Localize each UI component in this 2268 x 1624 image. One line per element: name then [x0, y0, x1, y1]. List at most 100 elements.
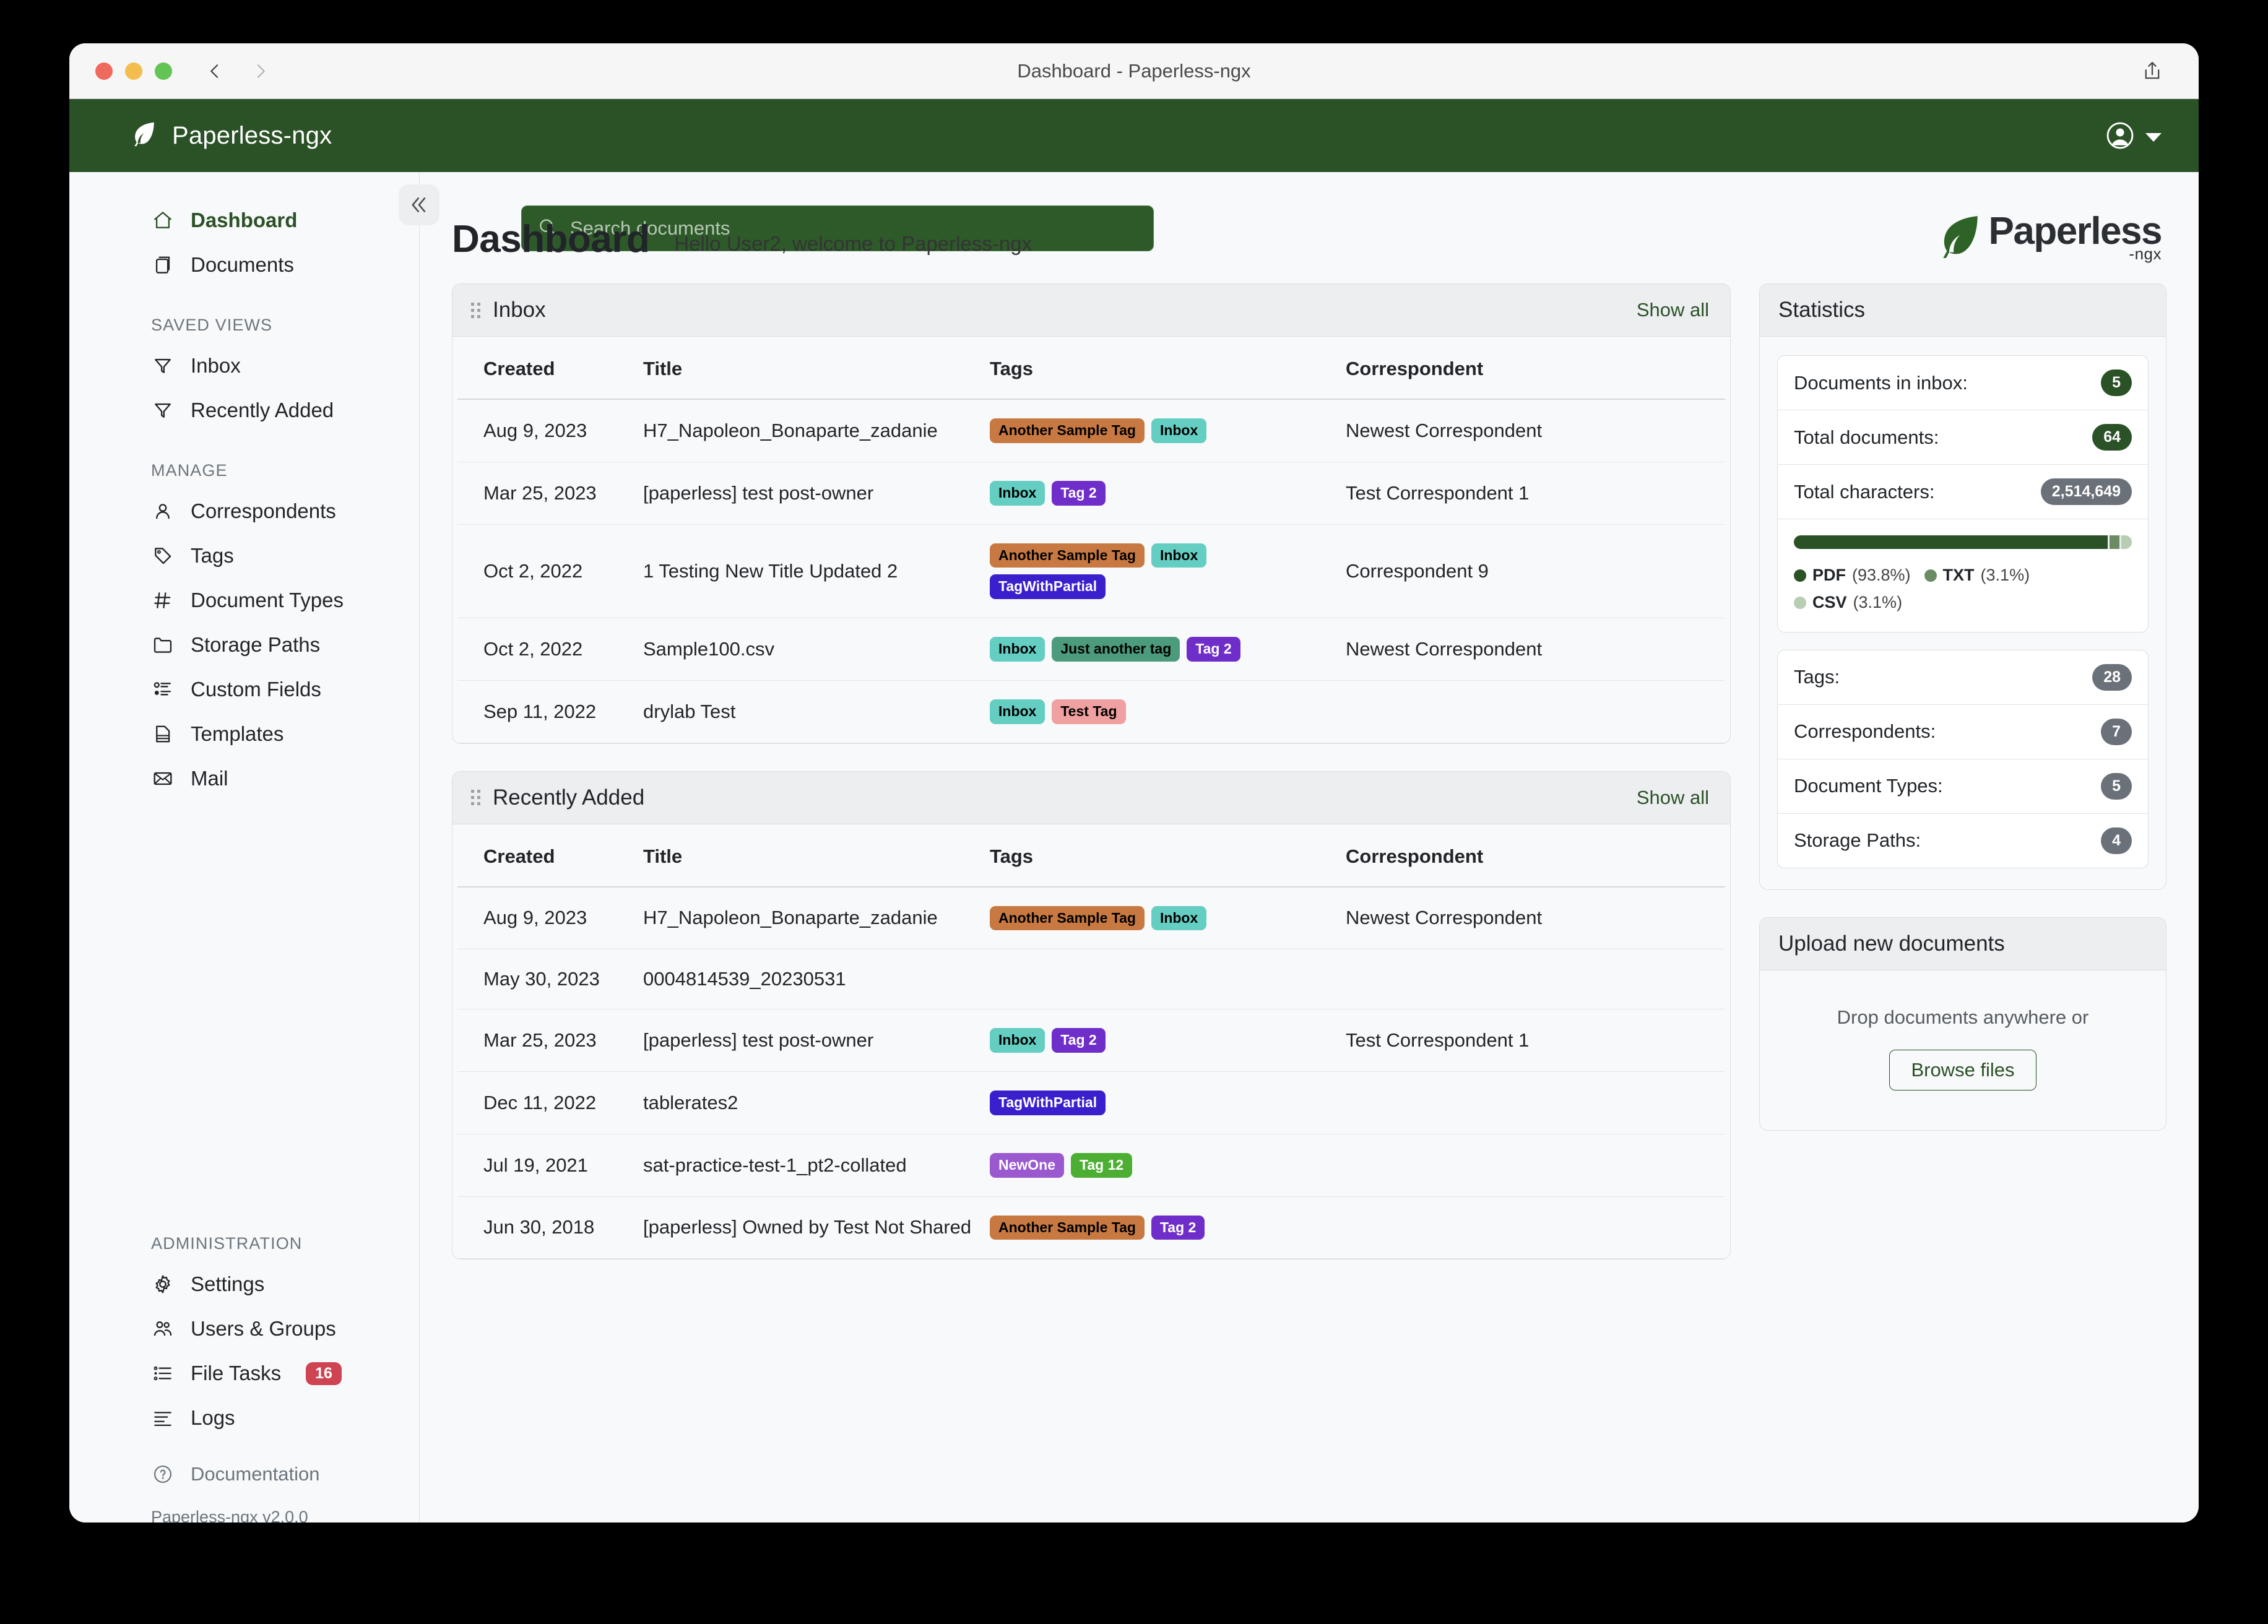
sidebar-collapse-button[interactable] [399, 184, 439, 225]
tag-chip[interactable]: Test Tag [1052, 699, 1126, 724]
tag-chip[interactable]: Inbox [990, 637, 1045, 662]
tag-chip[interactable]: Tag 2 [1052, 1028, 1106, 1053]
stat-value: 28 [2092, 663, 2132, 691]
stat-tags: Tags: 28 [1778, 650, 2148, 705]
cell-tags: Inbox Just another tag Tag 2 [990, 618, 1346, 681]
tag-chip[interactable]: Just another tag [1052, 637, 1180, 662]
search-input[interactable]: Search documents [521, 205, 1154, 251]
recently-added-show-all-link[interactable]: Show all [1636, 786, 1709, 808]
table-row[interactable]: May 30, 2023 0004814539_20230531 [457, 949, 1725, 1010]
sidebar-item-file-tasks[interactable]: File Tasks 16 [69, 1351, 419, 1396]
cell-title[interactable]: H7_Napoleon_Bonaparte_zadanie [643, 886, 990, 950]
cell-title[interactable]: [paperless] test post-owner [643, 462, 990, 525]
brand-label: Paperless-ngx [172, 121, 332, 149]
sidebar-item-logs[interactable]: Logs [69, 1396, 419, 1440]
cell-title[interactable]: sat-practice-test-1_pt2-collated [643, 1134, 990, 1197]
tag-chip[interactable]: Inbox [990, 480, 1045, 506]
table-row[interactable]: Sep 11, 2022 drylab Test Inbox Test Tag [457, 680, 1725, 743]
column-header-created[interactable]: Created [457, 337, 643, 400]
cell-title[interactable]: [paperless] test post-owner [643, 1009, 990, 1072]
account-menu[interactable] [2106, 121, 2162, 153]
upload-dropzone[interactable]: Drop documents anywhere or Browse files [1760, 970, 2166, 1130]
tag-chip[interactable]: Inbox [1151, 418, 1207, 443]
sidebar-item-mail[interactable]: Mail [69, 756, 419, 801]
cell-title[interactable]: [paperless] Owned by Test Not Shared [643, 1196, 990, 1259]
table-row[interactable]: Oct 2, 2022 1 Testing New Title Updated 2… [457, 524, 1725, 618]
table-row[interactable]: Jun 30, 2018 [paperless] Owned by Test No… [457, 1196, 1725, 1259]
tag-chip[interactable]: Another Sample Tag [990, 1215, 1145, 1240]
minimize-window-button[interactable] [125, 62, 142, 80]
filter-icon [151, 354, 175, 378]
tag-chip[interactable]: Another Sample Tag [990, 543, 1145, 568]
tag-chip[interactable]: NewOne [990, 1152, 1065, 1178]
tag-chip[interactable]: Another Sample Tag [990, 905, 1145, 931]
inbox-show-all-link[interactable]: Show all [1636, 299, 1709, 321]
sidebar-item-templates[interactable]: Templates [69, 712, 419, 756]
sidebar-item-label: Documentation [191, 1463, 320, 1485]
recently-added-widget-header: Recently Added Show all [452, 771, 1730, 824]
logo-suffix: -ngx [2129, 244, 2162, 264]
sidebar-item-documents[interactable]: Documents [69, 243, 419, 287]
tag-chip[interactable]: Tag 2 [1151, 1215, 1205, 1240]
sidebar-item-documentation[interactable]: Documentation [69, 1440, 419, 1497]
table-row[interactable]: Aug 9, 2023 H7_Napoleon_Bonaparte_zadanie… [457, 399, 1725, 462]
drag-handle-icon[interactable] [471, 790, 480, 805]
cell-title[interactable]: drylab Test [643, 680, 990, 743]
cell-tags: Another Sample Tag Inbox TagWithPartial [990, 524, 1346, 618]
table-row[interactable]: Aug 9, 2023 H7_Napoleon_Bonaparte_zadanie… [457, 886, 1725, 950]
cell-title[interactable]: H7_Napoleon_Bonaparte_zadanie [643, 399, 990, 462]
sidebar-item-custom-fields[interactable]: Custom Fields [69, 667, 419, 712]
sidebar-item-storage-paths[interactable]: Storage Paths [69, 623, 419, 667]
table-row[interactable]: Jul 19, 2021 sat-practice-test-1_pt2-coll… [457, 1134, 1725, 1197]
column-header-tags[interactable]: Tags [990, 824, 1346, 888]
sidebar-item-document-types[interactable]: Document Types [69, 578, 419, 623]
column-header-correspondent[interactable]: Correspondent [1346, 824, 1725, 888]
browse-files-button[interactable]: Browse files [1889, 1049, 2036, 1091]
tag-chip[interactable]: TagWithPartial [990, 574, 1106, 599]
cell-title[interactable]: 0004814539_20230531 [643, 949, 990, 1010]
sidebar-item-dashboard[interactable]: Dashboard [69, 198, 419, 243]
cell-title[interactable]: 1 Testing New Title Updated 2 [643, 524, 990, 618]
sidebar-item-inbox[interactable]: Inbox [69, 343, 419, 388]
forward-icon[interactable] [253, 63, 269, 79]
drag-handle-icon[interactable] [471, 302, 480, 318]
sidebar-item-label: Logs [191, 1406, 235, 1429]
table-row[interactable]: Oct 2, 2022 Sample100.csv Inbox Just anothe… [457, 618, 1725, 681]
sidebar-item-settings[interactable]: Settings [69, 1262, 419, 1307]
cell-title[interactable]: tablerates2 [643, 1071, 990, 1134]
tag-chip[interactable]: Inbox [990, 1028, 1045, 1053]
stat-label: Storage Paths: [1794, 829, 1921, 852]
brand[interactable]: Paperless-ngx [131, 120, 441, 152]
table-row[interactable]: Dec 11, 2022 tablerates2 TagWithPartial [457, 1071, 1725, 1134]
back-icon[interactable] [207, 63, 223, 79]
cell-title[interactable]: Sample100.csv [643, 618, 990, 681]
sidebar-item-users-groups[interactable]: Users & Groups 16 [69, 1307, 419, 1351]
tag-chip[interactable]: Inbox [1151, 905, 1207, 931]
dashboard-columns: Inbox Show all Created Title Tags [452, 283, 2166, 1522]
tag-chip[interactable]: Tag 2 [1052, 480, 1106, 506]
recently-added-widget-body: Created Title Tags Correspondent Aug 9, … [452, 824, 1730, 1259]
tag-chip[interactable]: Tag 12 [1071, 1152, 1133, 1178]
column-header-title[interactable]: Title [643, 824, 990, 888]
share-icon[interactable] [2142, 61, 2163, 85]
column-header-tags[interactable]: Tags [990, 337, 1346, 400]
tag-chip[interactable]: Another Sample Tag [990, 418, 1145, 443]
column-header-title[interactable]: Title [643, 337, 990, 400]
sidebar-item-recently-added[interactable]: Recently Added [69, 388, 419, 433]
tag-chip[interactable]: Inbox [1151, 543, 1207, 568]
close-window-button[interactable] [95, 62, 113, 80]
table-row[interactable]: Mar 25, 2023 [paperless] test post-owner I… [457, 462, 1725, 525]
table-row[interactable]: Mar 25, 2023 [paperless] test post-owner I… [457, 1009, 1725, 1072]
column-header-created[interactable]: Created [457, 824, 643, 888]
maximize-window-button[interactable] [155, 62, 172, 80]
cell-tags: Another Sample Tag Inbox [990, 399, 1346, 462]
sidebar-item-correspondents[interactable]: Correspondents [69, 489, 419, 533]
sidebar-heading-saved-views: SAVED VIEWS [151, 316, 273, 334]
column-header-correspondent[interactable]: Correspondent [1346, 337, 1725, 400]
tag-chip[interactable]: Inbox [990, 699, 1045, 724]
tag-chip[interactable]: TagWithPartial [990, 1091, 1106, 1115]
cell-created: Dec 11, 2022 [457, 1071, 643, 1134]
tag-chip[interactable]: Tag 2 [1187, 637, 1240, 662]
cell-created: Sep 11, 2022 [457, 680, 643, 743]
sidebar-item-tags[interactable]: Tags [69, 533, 419, 578]
